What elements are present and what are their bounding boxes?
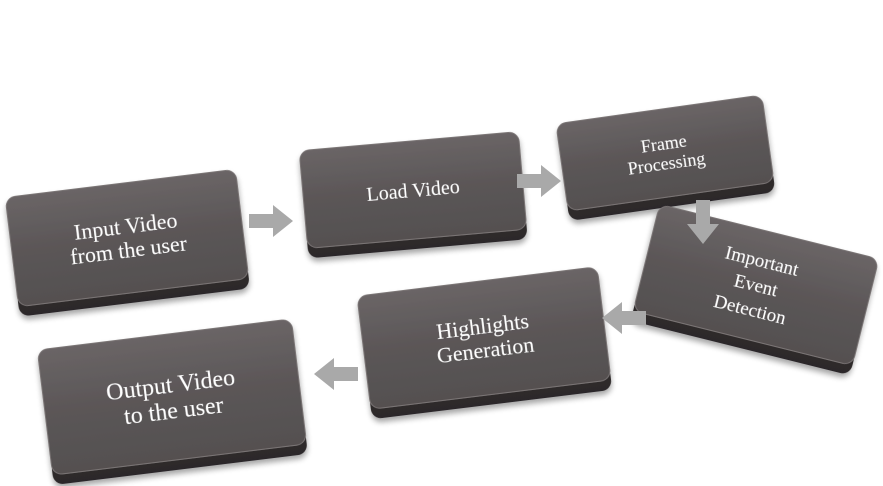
arrow-right-icon [602,302,646,334]
step-box-output: Output Videoto the user [37,319,307,484]
arrow-right-icon [517,165,561,197]
arrow-right-icon [314,358,358,390]
flow-arrow-highlights-to-output [314,358,358,390]
step-box-face [556,95,774,211]
step-box-face [5,169,249,307]
flow-arrow-input-to-load [249,205,293,237]
step-box-event: ImportantEventDetection [632,205,878,374]
flow-arrow-frame-to-event [687,200,719,244]
arrow-right-icon [249,205,293,237]
flow-arrow-load-to-frame [517,165,561,197]
step-box-highlights: HighlightsGeneration [357,267,612,419]
step-box-face [37,319,307,475]
step-box-face [634,205,878,365]
flow-arrow-event-to-highlights [602,302,646,334]
arrow-right-icon [687,200,719,244]
step-box-frame: FrameProcessing [556,95,775,220]
step-label-input: Input Videofrom the user [66,207,189,270]
step-box-input: Input Videofrom the user [5,169,249,316]
step-box-load: Load Video [299,131,527,258]
step-box-face [357,267,611,409]
